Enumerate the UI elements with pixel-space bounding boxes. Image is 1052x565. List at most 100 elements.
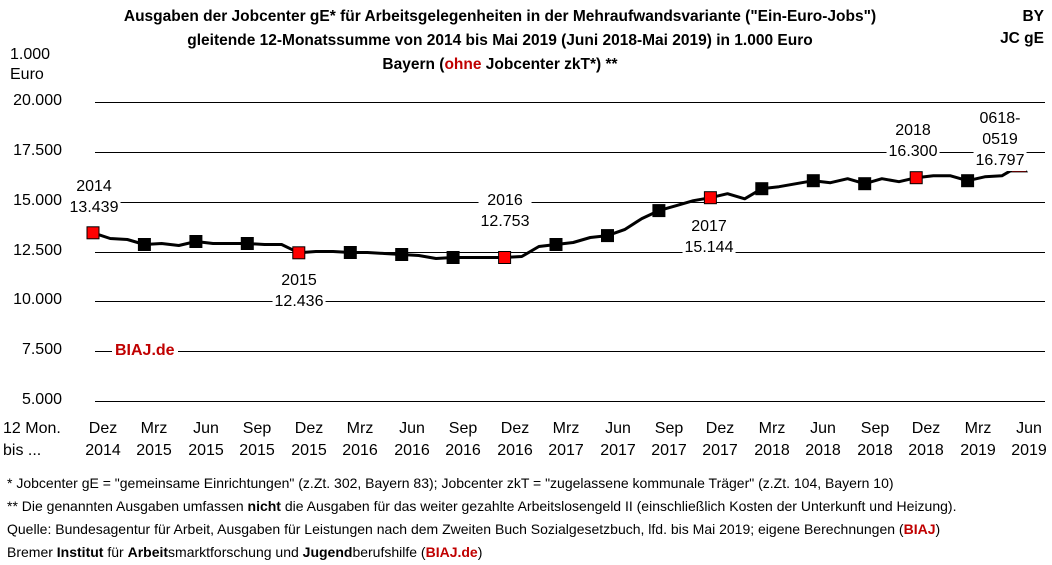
x-tick-label: Jun 2015	[176, 418, 236, 462]
data-point	[137, 238, 151, 251]
data-point	[446, 251, 460, 264]
x-tick-year: 2017	[600, 442, 636, 459]
footnote-3-a: Quelle: Bundesagentur für Arbeit, Ausgab…	[7, 521, 904, 537]
footnote-4-g: berufshilfe (	[352, 544, 426, 560]
data-label-value: 16.797	[975, 152, 1025, 169]
data-label-value: 16.300	[888, 143, 938, 160]
x-tick-month: Dez	[294, 420, 324, 437]
data-label-period: 2017	[691, 218, 727, 235]
title-ohne: ohne	[444, 56, 482, 73]
data-point	[189, 235, 203, 248]
data-label: 2017 15.144	[682, 216, 736, 258]
x-tick-month: Jun	[399, 420, 425, 437]
x-tick-month: Dez	[500, 420, 530, 437]
x-tick-month: Sep	[860, 420, 890, 437]
x-tick-month: Jun	[1016, 420, 1042, 437]
data-label: 0618-0519 16.797	[973, 108, 1027, 171]
x-tick-month: Mrz	[964, 420, 992, 437]
x-tick-month: Dez	[88, 420, 118, 437]
x-tick-year: 2018	[857, 442, 893, 459]
gridline	[95, 401, 1045, 402]
x-tick-month: Jun	[193, 420, 219, 437]
data-point	[652, 204, 666, 218]
footnote-4-e: smarktforschung und	[168, 544, 303, 560]
x-tick-month: Mrz	[552, 420, 580, 437]
data-point	[755, 182, 769, 196]
footnote-3-c: )	[935, 521, 941, 537]
data-label-period: 0618-0519	[979, 110, 1021, 148]
data-label: 2016 12.753	[478, 190, 532, 232]
x-tick-year: 2019	[1011, 442, 1047, 459]
footnote-4-f: Jugend	[302, 544, 353, 560]
chart-title-line-3: Bayern (ohne Jobcenter zkT*) **	[60, 54, 940, 76]
x-tick-label: Sep 2018	[845, 418, 905, 462]
x-tick-label: Jun 2017	[588, 418, 648, 462]
footnote-4-i: )	[477, 544, 483, 560]
data-point	[806, 174, 820, 188]
footnote-3-b: BIAJ	[903, 521, 936, 537]
footnote-4-h: BIAJ.de	[425, 544, 478, 560]
x-tick-year: 2015	[291, 442, 327, 459]
data-point	[343, 246, 357, 259]
data-point-red	[703, 191, 717, 205]
data-point	[858, 177, 872, 191]
gridline	[95, 252, 1045, 253]
x-tick-year: 2016	[445, 442, 481, 459]
x-tick-year: 2018	[754, 442, 790, 459]
x-tick-month: Mrz	[346, 420, 374, 437]
y-tick-label: 10.000	[13, 291, 62, 308]
x-tick-label: Sep 2015	[227, 418, 287, 462]
footnote-4-d: Arbeit	[127, 544, 169, 560]
x-tick-month: Mrz	[758, 420, 786, 437]
x-tick-month: Mrz	[140, 420, 168, 437]
corner-label: BY JC gE	[1000, 6, 1044, 50]
x-tick-label: Mrz 2016	[330, 418, 390, 462]
x-tick-year: 2014	[85, 442, 121, 459]
x-axis-prefix-line-2: bis ...	[3, 442, 42, 459]
data-label-value: 12.753	[480, 213, 530, 230]
x-tick-year: 2017	[548, 442, 584, 459]
x-tick-label: Mrz 2015	[124, 418, 184, 462]
data-point	[395, 248, 409, 261]
footnote-source: Quelle: Bundesagentur für Arbeit, Ausgab…	[7, 518, 956, 541]
x-tick-label: Dez 2017	[690, 418, 750, 462]
y-tick-label: 20.000	[13, 92, 62, 109]
x-tick-year: 2019	[960, 442, 996, 459]
chart-title-line-1: Ausgaben der Jobcenter gE* für Arbeitsge…	[123, 8, 877, 25]
data-label-value: 13.439	[69, 199, 119, 216]
y-tick-label: 5.000	[21, 391, 62, 408]
y-axis-unit-line-2: Euro	[10, 66, 44, 83]
x-tick-year: 2015	[136, 442, 172, 459]
x-axis-prefix: 12 Mon. bis ...	[3, 418, 61, 462]
data-point-red	[909, 171, 923, 185]
x-tick-label: Sep 2017	[639, 418, 699, 462]
gridline	[95, 202, 1045, 203]
footnotes: * Jobcenter gE = "gemeinsame Einrichtung…	[7, 472, 956, 564]
footnote-4-a: Bremer	[7, 544, 57, 560]
x-tick-year: 2016	[497, 442, 533, 459]
x-tick-label: Dez 2018	[896, 418, 956, 462]
footnote-4-c: für	[103, 544, 128, 560]
footnote-1: * Jobcenter gE = "gemeinsame Einrichtung…	[7, 475, 894, 491]
y-tick-label: 7.500	[21, 341, 62, 358]
data-label: 2018 16.300	[886, 120, 940, 162]
footnote-2-b: nicht	[247, 498, 281, 514]
x-tick-month: Dez	[705, 420, 735, 437]
x-tick-year: 2018	[908, 442, 944, 459]
x-tick-label: Jun 2016	[382, 418, 442, 462]
footnote-institute: Bremer Institut für Arbeitsmarktforschun…	[7, 541, 956, 564]
corner-label-line-2: JC gE	[1000, 30, 1044, 47]
y-axis-unit: 1.000 Euro	[10, 45, 50, 85]
title-suffix: Jobcenter zkT*) **	[481, 56, 618, 73]
x-axis-prefix-line-1: 12 Mon.	[3, 420, 61, 437]
x-tick-year: 2015	[188, 442, 224, 459]
gridline	[95, 152, 1045, 153]
x-tick-month: Sep	[654, 420, 684, 437]
corner-label-line-1: BY	[1022, 8, 1044, 25]
x-tick-label: Mrz 2018	[742, 418, 802, 462]
data-point	[601, 229, 614, 243]
gridline	[95, 102, 1045, 103]
x-tick-year: 2016	[342, 442, 378, 459]
x-tick-month: Sep	[448, 420, 478, 437]
